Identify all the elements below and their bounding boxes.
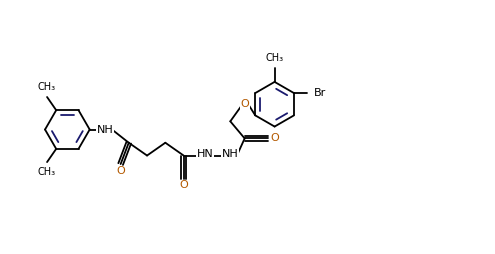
Text: NH: NH: [222, 149, 239, 158]
Text: O: O: [179, 181, 188, 190]
Text: Br: Br: [314, 88, 327, 98]
Text: O: O: [271, 133, 280, 144]
Text: O: O: [240, 99, 249, 109]
Text: CH₃: CH₃: [265, 53, 284, 63]
Text: NH: NH: [97, 124, 113, 135]
Text: O: O: [116, 166, 125, 176]
Text: CH₃: CH₃: [38, 167, 55, 177]
Text: CH₃: CH₃: [38, 82, 55, 92]
Text: HN: HN: [197, 149, 213, 158]
